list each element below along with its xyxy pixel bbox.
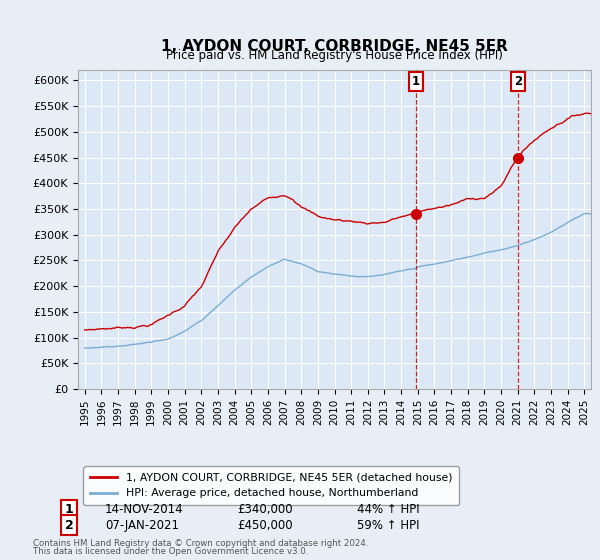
Text: 14-NOV-2014: 14-NOV-2014 bbox=[105, 503, 184, 516]
Legend: 1, AYDON COURT, CORBRIDGE, NE45 5ER (detached house), HPI: Average price, detach: 1, AYDON COURT, CORBRIDGE, NE45 5ER (det… bbox=[83, 466, 458, 505]
Text: 1: 1 bbox=[412, 76, 419, 88]
Text: 2: 2 bbox=[514, 76, 522, 88]
Text: £340,000: £340,000 bbox=[237, 503, 293, 516]
Text: £450,000: £450,000 bbox=[237, 519, 293, 532]
Text: 1: 1 bbox=[65, 503, 73, 516]
Text: Contains HM Land Registry data © Crown copyright and database right 2024.: Contains HM Land Registry data © Crown c… bbox=[33, 539, 368, 548]
Text: 07-JAN-2021: 07-JAN-2021 bbox=[105, 519, 179, 532]
Text: 2: 2 bbox=[65, 519, 73, 532]
Text: Price paid vs. HM Land Registry's House Price Index (HPI): Price paid vs. HM Land Registry's House … bbox=[166, 49, 503, 62]
Title: 1, AYDON COURT, CORBRIDGE, NE45 5ER: 1, AYDON COURT, CORBRIDGE, NE45 5ER bbox=[161, 39, 508, 54]
Text: This data is licensed under the Open Government Licence v3.0.: This data is licensed under the Open Gov… bbox=[33, 548, 308, 557]
Text: 44% ↑ HPI: 44% ↑ HPI bbox=[357, 503, 419, 516]
Text: 59% ↑ HPI: 59% ↑ HPI bbox=[357, 519, 419, 532]
